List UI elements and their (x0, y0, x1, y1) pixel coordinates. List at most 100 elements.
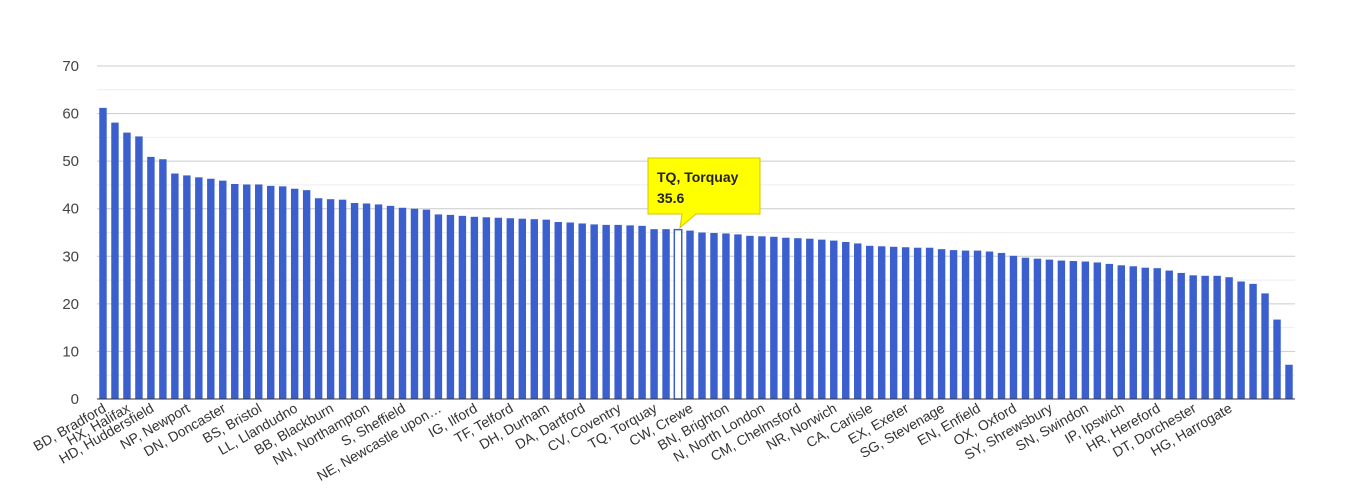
bar[interactable] (770, 236, 778, 399)
bar[interactable] (302, 190, 311, 399)
bar[interactable] (626, 225, 634, 399)
bar[interactable] (961, 250, 970, 399)
bar[interactable] (410, 208, 419, 399)
bar[interactable] (1069, 261, 1078, 399)
bar[interactable] (554, 222, 562, 399)
bar[interactable] (1249, 283, 1257, 399)
bar[interactable] (1057, 260, 1066, 399)
bar[interactable] (638, 225, 646, 399)
bar[interactable] (482, 217, 491, 399)
bar[interactable] (578, 223, 586, 399)
bar[interactable] (434, 214, 443, 399)
bar[interactable] (1165, 270, 1173, 399)
bar[interactable] (590, 224, 598, 399)
bar[interactable] (602, 224, 610, 399)
bar[interactable] (135, 136, 143, 400)
bar[interactable] (1285, 364, 1293, 399)
bar[interactable] (255, 184, 263, 399)
bar[interactable] (830, 240, 838, 399)
bar[interactable] (1033, 258, 1042, 399)
bar[interactable] (673, 228, 683, 400)
bar[interactable] (650, 229, 658, 399)
bar[interactable] (1201, 275, 1209, 399)
bar[interactable] (266, 185, 275, 399)
bar[interactable] (207, 178, 215, 399)
bar[interactable] (446, 214, 455, 399)
bar[interactable] (374, 204, 383, 399)
bar[interactable] (698, 232, 706, 400)
bar[interactable] (1213, 275, 1221, 399)
bar[interactable] (566, 222, 574, 399)
bar[interactable] (842, 242, 850, 399)
bar[interactable] (386, 205, 395, 399)
bar[interactable] (470, 216, 479, 399)
bar[interactable] (913, 247, 922, 399)
bar[interactable] (111, 122, 119, 400)
bar[interactable] (278, 186, 287, 399)
bar[interactable] (1177, 272, 1185, 399)
bar[interactable] (1141, 267, 1149, 399)
bar[interactable] (518, 218, 527, 399)
bar[interactable] (877, 246, 886, 399)
bar[interactable] (782, 237, 790, 399)
bar[interactable] (1093, 262, 1102, 399)
bar[interactable] (99, 107, 107, 399)
bar[interactable] (889, 246, 898, 399)
bar[interactable] (818, 239, 826, 399)
bar[interactable] (231, 183, 239, 399)
bar[interactable] (1225, 277, 1233, 399)
bar[interactable] (1237, 281, 1245, 399)
bar[interactable] (542, 219, 550, 399)
bar[interactable] (937, 249, 946, 399)
bar[interactable] (686, 230, 694, 399)
bar[interactable] (147, 156, 155, 399)
bar[interactable] (458, 215, 467, 399)
bar[interactable] (1021, 257, 1030, 399)
bar[interactable] (1009, 255, 1018, 399)
bar[interactable] (350, 203, 359, 399)
bar[interactable] (326, 199, 335, 399)
bar[interactable] (338, 199, 347, 399)
bar[interactable] (710, 232, 718, 399)
bar[interactable] (949, 250, 958, 399)
bar[interactable] (614, 224, 622, 399)
bar[interactable] (1045, 259, 1054, 399)
bar[interactable] (1261, 293, 1269, 399)
bar[interactable] (1105, 263, 1114, 399)
bar[interactable] (997, 252, 1006, 399)
bar[interactable] (973, 250, 982, 399)
bar[interactable] (422, 209, 431, 399)
bar[interactable] (494, 217, 503, 399)
bar[interactable] (1273, 319, 1281, 399)
bar[interactable] (734, 234, 742, 399)
bar[interactable] (219, 180, 227, 399)
bar[interactable] (159, 159, 167, 399)
bar[interactable] (806, 238, 814, 399)
bar[interactable] (1117, 265, 1126, 399)
bar[interactable] (1153, 268, 1161, 399)
bar[interactable] (794, 238, 802, 399)
bar[interactable] (195, 177, 203, 399)
bar[interactable] (506, 218, 515, 399)
bar[interactable] (925, 247, 934, 399)
bar[interactable] (901, 247, 910, 399)
bar[interactable] (530, 219, 538, 399)
bar[interactable] (1129, 266, 1137, 399)
bar[interactable] (362, 203, 371, 399)
bar[interactable] (123, 132, 131, 399)
bar[interactable] (1189, 275, 1197, 399)
bar[interactable] (854, 243, 862, 399)
bar[interactable] (662, 229, 670, 399)
bar[interactable] (865, 245, 874, 399)
bar[interactable] (171, 173, 179, 399)
bar[interactable] (183, 175, 191, 399)
bar[interactable] (746, 235, 754, 399)
bar[interactable] (985, 251, 994, 399)
bar[interactable] (243, 184, 251, 399)
bar[interactable] (1081, 261, 1090, 399)
bar[interactable] (314, 198, 323, 399)
bar[interactable] (758, 236, 766, 399)
bar[interactable] (290, 188, 299, 399)
bar[interactable] (398, 207, 407, 399)
bar[interactable] (722, 233, 730, 399)
